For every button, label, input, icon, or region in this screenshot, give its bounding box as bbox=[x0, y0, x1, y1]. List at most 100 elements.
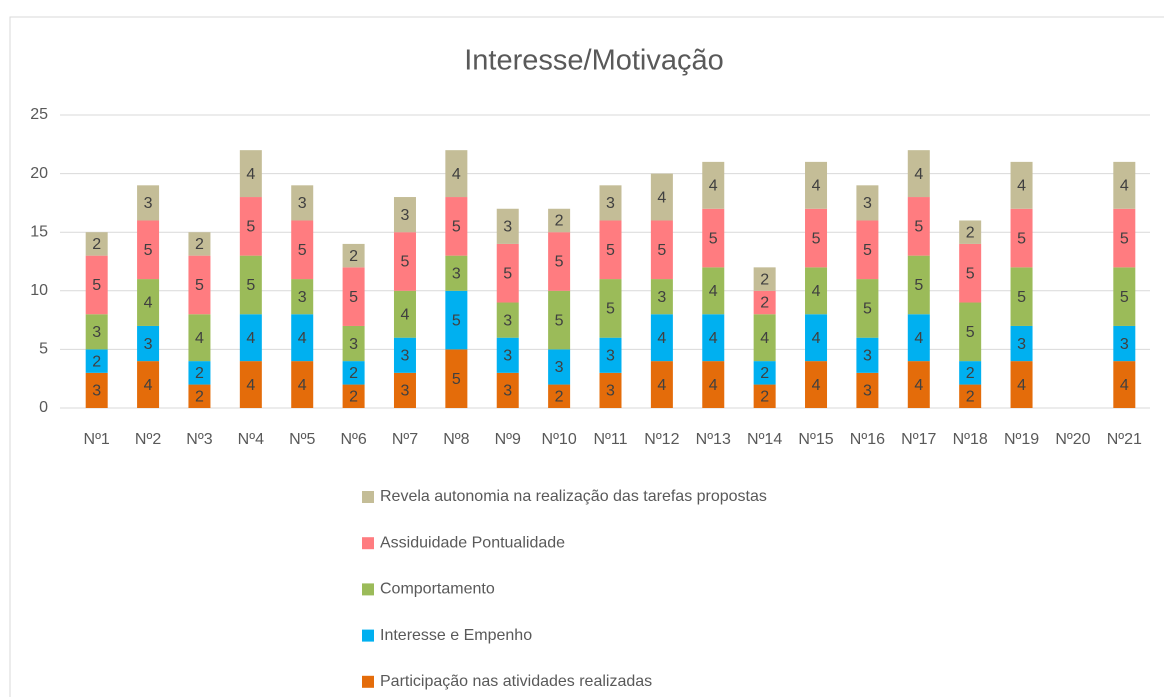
x-tick-label: Nº21 bbox=[1107, 431, 1142, 448]
data-label: 3 bbox=[452, 265, 461, 282]
data-label: 4 bbox=[298, 377, 307, 394]
bar-segment bbox=[393, 372, 416, 408]
data-label: 3 bbox=[863, 383, 872, 400]
x-tick-label: Nº7 bbox=[392, 431, 418, 448]
data-label: 4 bbox=[812, 178, 821, 195]
x-tick-label: Nº14 bbox=[747, 431, 782, 448]
data-label: 5 bbox=[966, 324, 975, 341]
data-label: 4 bbox=[195, 330, 204, 347]
bar-segment bbox=[496, 337, 519, 373]
data-label: 4 bbox=[144, 377, 153, 394]
data-label: 3 bbox=[144, 195, 153, 212]
data-label: 3 bbox=[555, 359, 564, 376]
bar-segment bbox=[702, 208, 725, 268]
data-label: 4 bbox=[1120, 377, 1129, 394]
data-label: 3 bbox=[1017, 336, 1026, 353]
bar-segment bbox=[856, 337, 879, 373]
data-label: 3 bbox=[503, 383, 512, 400]
x-tick-label: Nº12 bbox=[644, 431, 679, 448]
bar-segment bbox=[702, 314, 725, 362]
data-label: 5 bbox=[657, 242, 666, 259]
bar-segment bbox=[1010, 161, 1033, 209]
bar-segment bbox=[1113, 361, 1136, 408]
data-label: 4 bbox=[812, 330, 821, 347]
bar-segment bbox=[239, 197, 262, 256]
bar-segment bbox=[650, 220, 673, 280]
data-label: 3 bbox=[144, 336, 153, 353]
bar-segment bbox=[188, 232, 211, 256]
y-tick-label: 5 bbox=[39, 341, 48, 358]
bar-segment bbox=[1010, 325, 1033, 362]
data-label: 5 bbox=[349, 289, 358, 306]
bar-segment bbox=[599, 279, 622, 338]
bar-segment bbox=[805, 267, 828, 315]
bar-segment bbox=[1113, 208, 1136, 268]
data-label: 5 bbox=[246, 219, 255, 236]
x-tick-label: Nº4 bbox=[238, 431, 264, 448]
data-label: 5 bbox=[966, 265, 975, 282]
bar-segment bbox=[599, 185, 622, 221]
x-tick-label: Nº3 bbox=[186, 431, 212, 448]
bar-segment bbox=[548, 290, 571, 350]
bar-segment bbox=[342, 267, 365, 326]
bar-segment bbox=[291, 185, 314, 221]
bar-segment bbox=[599, 337, 622, 373]
bar-segment bbox=[753, 314, 776, 362]
bar-segment bbox=[702, 161, 725, 209]
bar-segment bbox=[239, 150, 262, 198]
data-label: 3 bbox=[606, 195, 615, 212]
data-label: 3 bbox=[92, 324, 101, 341]
data-label: 5 bbox=[1120, 289, 1129, 306]
y-tick-label: 0 bbox=[39, 399, 48, 416]
bar-segment bbox=[1113, 267, 1136, 326]
bar-segment bbox=[496, 302, 519, 338]
bar-segment bbox=[907, 314, 930, 362]
data-label: 4 bbox=[812, 283, 821, 300]
bar-segment bbox=[702, 267, 725, 315]
data-label: 4 bbox=[709, 283, 718, 300]
data-label: 2 bbox=[966, 365, 975, 382]
data-label: 4 bbox=[709, 178, 718, 195]
data-label: 5 bbox=[298, 242, 307, 259]
bar-segment bbox=[291, 279, 314, 315]
data-label: 5 bbox=[863, 301, 872, 318]
x-tick-label: Nº18 bbox=[953, 431, 988, 448]
bar-segment bbox=[496, 208, 519, 244]
bar-segment bbox=[548, 232, 571, 291]
data-label: 4 bbox=[657, 330, 666, 347]
bar-segment bbox=[959, 302, 982, 362]
data-label: 4 bbox=[914, 166, 923, 183]
data-label: 2 bbox=[195, 388, 204, 405]
bar-segment bbox=[959, 220, 982, 244]
data-label: 3 bbox=[606, 383, 615, 400]
bar-segment bbox=[753, 361, 776, 385]
bar-segment bbox=[753, 290, 776, 315]
bar-segment bbox=[445, 150, 468, 198]
bar-segment bbox=[1010, 267, 1033, 326]
bar-segment bbox=[137, 220, 160, 280]
data-label: 5 bbox=[1017, 230, 1026, 247]
bar-segment bbox=[856, 279, 879, 338]
bar-segment bbox=[239, 314, 262, 362]
data-label: 4 bbox=[298, 330, 307, 347]
data-label: 4 bbox=[914, 330, 923, 347]
bar-segment bbox=[856, 220, 879, 280]
bar-segment bbox=[137, 185, 160, 221]
data-label: 2 bbox=[349, 388, 358, 405]
bar-segment bbox=[291, 314, 314, 362]
x-tick-label: Nº19 bbox=[1004, 431, 1039, 448]
bar-segment bbox=[393, 232, 416, 291]
x-tick-label: Nº9 bbox=[495, 431, 521, 448]
data-label: 4 bbox=[709, 330, 718, 347]
bar-segment bbox=[188, 361, 211, 385]
data-label: 3 bbox=[298, 195, 307, 212]
data-label: 2 bbox=[760, 365, 769, 382]
bar-segment bbox=[188, 314, 211, 362]
bar-segment bbox=[650, 173, 673, 221]
data-label: 3 bbox=[401, 383, 410, 400]
bar-segment bbox=[959, 361, 982, 385]
data-label: 5 bbox=[555, 254, 564, 271]
data-label: 5 bbox=[246, 277, 255, 294]
bar-segment bbox=[445, 255, 468, 291]
bar-segment bbox=[445, 197, 468, 256]
